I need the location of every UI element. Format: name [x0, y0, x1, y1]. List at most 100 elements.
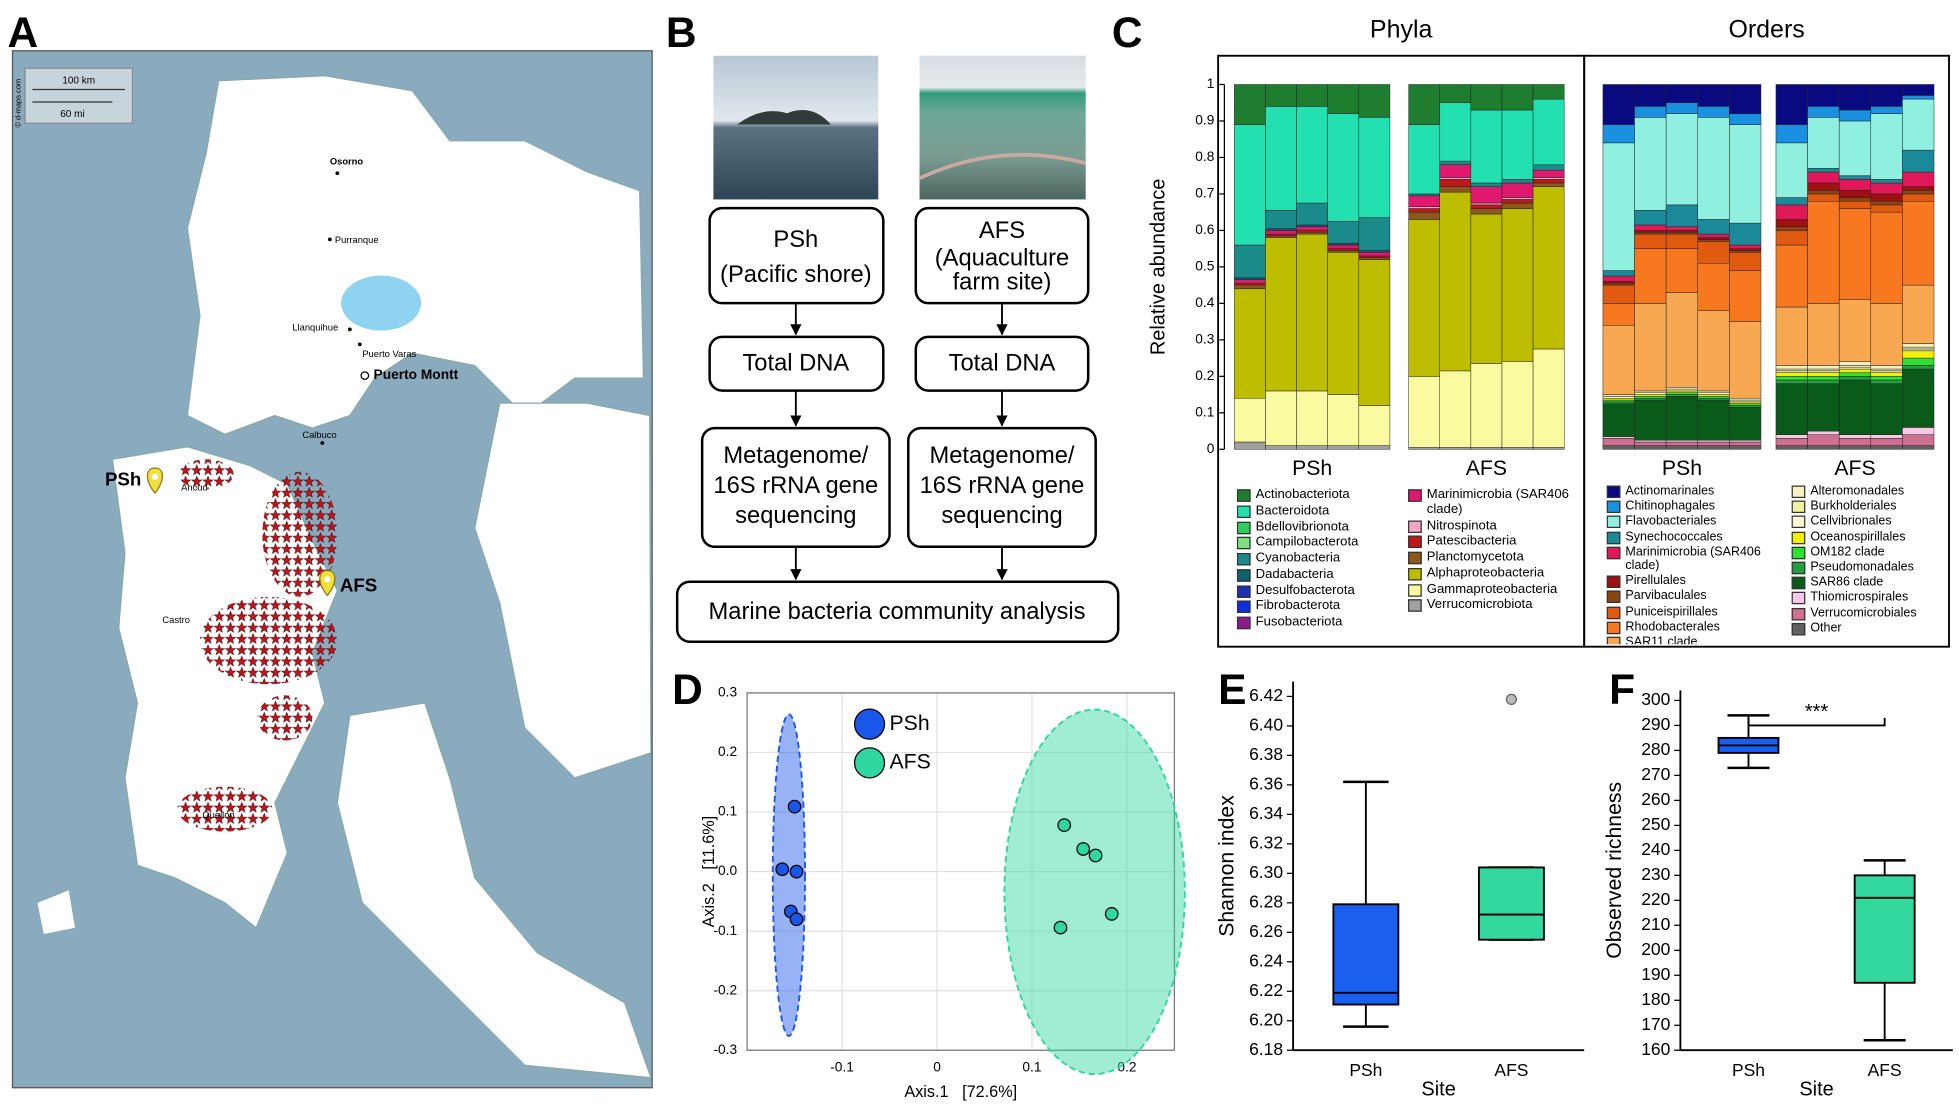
bar-segment [1234, 279, 1266, 284]
panel-label: E [1218, 666, 1246, 713]
city-dot [347, 327, 352, 332]
bar-segment [1870, 434, 1903, 439]
bar-segment [1902, 186, 1935, 191]
site-marker [151, 473, 159, 480]
legend-label: Bacteroidota [1255, 502, 1330, 518]
bar-segment [1902, 171, 1935, 187]
bar-segment [1807, 193, 1840, 202]
bar-segment [1697, 394, 1730, 397]
bar-segment [1532, 169, 1565, 178]
legend-item: Actinobacteriota [1236, 488, 1403, 503]
bar-segment [1697, 117, 1730, 220]
bar-segment [1665, 439, 1699, 443]
bar-segment [1602, 401, 1635, 404]
farm-cluster [178, 459, 234, 490]
bar-segment [1807, 182, 1840, 191]
bar-segment [1439, 447, 1472, 450]
legend-label: Marinimicrobia (SAR406 clade) [1426, 488, 1569, 517]
bar-segment [1775, 372, 1808, 377]
legend-swatch [1606, 575, 1621, 589]
legend-item: Pseudomonadales [1791, 560, 1959, 575]
legend-item: Chitinophagales [1606, 499, 1787, 514]
city-dot [357, 342, 362, 347]
y-tick-label: 0.5 [1195, 259, 1214, 274]
bar-segment [1532, 182, 1565, 187]
bar-segment [1634, 224, 1667, 231]
bar-segment [1665, 102, 1699, 114]
panel-frame [1583, 54, 1950, 648]
bar-segment [1838, 208, 1872, 300]
city-dot [320, 441, 325, 445]
bar-segment [1838, 120, 1872, 176]
bar-segment [1602, 325, 1635, 395]
bar-segment [1729, 84, 1762, 114]
bar-segment [1775, 204, 1808, 220]
bar-segment [1327, 84, 1360, 114]
bar-segment [1602, 438, 1635, 446]
bar-segment [1602, 399, 1635, 403]
bar-segment [1775, 197, 1808, 206]
x-axis-label: Site [1421, 1079, 1455, 1101]
y-tick-label: 0.0 [718, 863, 737, 878]
bar-segment [1327, 242, 1360, 246]
bar-segment [1408, 219, 1441, 377]
bar-segment [1234, 397, 1266, 443]
bar-segment [1501, 197, 1534, 200]
bar-segment [1327, 250, 1360, 253]
bar-segment [1838, 175, 1872, 180]
site-marker [319, 569, 336, 597]
bar-segment [1775, 226, 1808, 231]
chart-title: Phyla [1370, 15, 1433, 43]
legend-item: Planctomycetota [1408, 550, 1574, 566]
bar-segment [1775, 445, 1808, 450]
y-axis-label: Observed richness [1603, 782, 1626, 959]
bar-segment [1665, 390, 1699, 394]
bar-segment [1327, 248, 1360, 251]
x-tick-label: PSh [1732, 1060, 1765, 1080]
flow-box [675, 580, 1120, 643]
bar-segment [1838, 190, 1872, 198]
bar-segment [1838, 366, 1872, 370]
legend-column: Actinobacteriota Bacteroidota Bdellovibrio… [1236, 488, 1403, 630]
y-tick-label: 1 [1207, 76, 1215, 91]
legend-label: Alphaproteobacteria [1426, 565, 1545, 581]
bar-segment [1602, 436, 1635, 439]
bar-segment [1665, 392, 1699, 395]
bar-segment [1902, 190, 1935, 195]
legend-label: Gammaproteobacteria [1426, 581, 1558, 597]
bar-segment [1775, 438, 1808, 446]
legend-swatch [1606, 621, 1621, 634]
farm-cluster [257, 695, 313, 741]
legend-label: Chitinophagales [1625, 499, 1716, 514]
legend-item: OM182 clade [1791, 545, 1959, 559]
bar-segment [1775, 124, 1808, 144]
bar-segment [1265, 233, 1297, 237]
x-tick-label: PSh [1349, 1060, 1382, 1080]
bar-segment [1697, 84, 1730, 107]
photo [713, 55, 879, 200]
bar-segment [1602, 281, 1635, 284]
y-tick-label: 0.4 [1195, 295, 1214, 310]
bar-segment [1265, 390, 1297, 446]
bar-segment [1634, 117, 1667, 211]
legend-label: Nitrospinota [1426, 517, 1497, 533]
legend-swatch [1408, 567, 1422, 581]
y-tick-label: 280 [1641, 739, 1670, 759]
place-label: Ancud [181, 483, 208, 493]
bar-segment [1327, 113, 1360, 222]
legend-item: Verrucomicrobiales [1791, 606, 1959, 620]
panel-label: B [666, 9, 697, 56]
bar-segment [1697, 262, 1730, 311]
legend-swatch [1791, 546, 1806, 559]
legend-label: Verrucomicrobiota [1426, 597, 1533, 613]
point [1104, 906, 1119, 921]
y-tick-label: 6.36 [1249, 774, 1283, 794]
bar-segment [1265, 210, 1297, 229]
y-tick-label: 0.1 [1195, 404, 1214, 419]
legend-label: Alteromonadales [1810, 484, 1905, 499]
y-tick-label: 6.20 [1249, 1009, 1283, 1029]
bar-segment [1439, 84, 1472, 103]
legend-swatch [1408, 535, 1422, 549]
bar-segment [1775, 142, 1808, 198]
